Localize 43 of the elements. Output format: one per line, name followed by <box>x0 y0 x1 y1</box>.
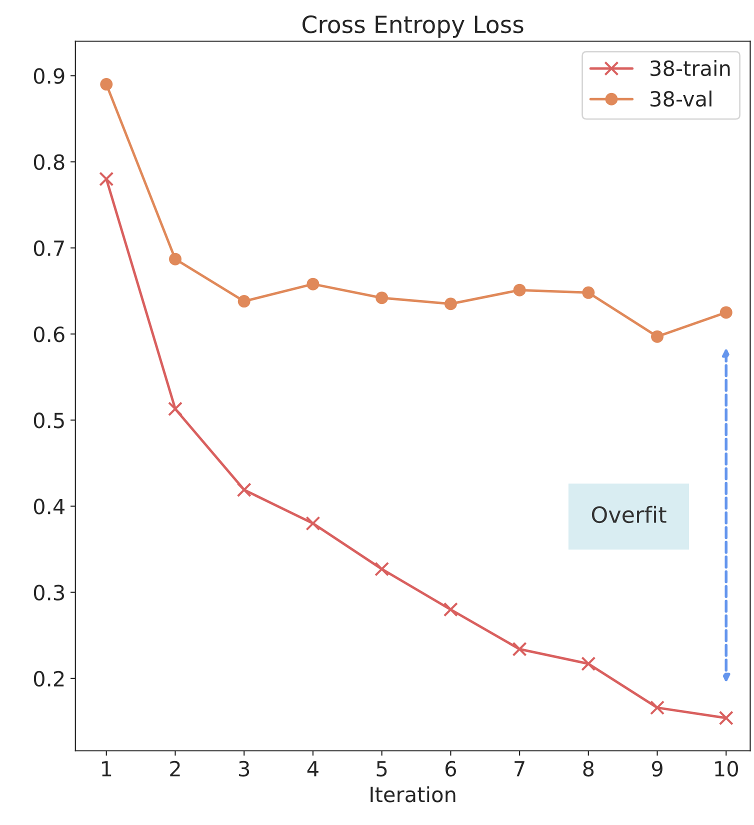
y-tick-label: 0.9 <box>34 68 64 84</box>
point <box>718 710 734 726</box>
point <box>100 78 113 91</box>
y-tick-label: 0.8 <box>34 154 64 170</box>
point <box>236 482 252 498</box>
y-tick-label: 0.4 <box>34 498 65 514</box>
x-tick-label: 5 <box>376 761 387 777</box>
x-tick-label: 9 <box>652 760 662 777</box>
point <box>238 295 250 308</box>
chart-title: Cross Entropy Loss <box>302 15 524 38</box>
point <box>99 172 114 186</box>
x-tick-label: 1 <box>102 761 112 776</box>
x-tick-label: 4 <box>307 761 318 776</box>
x-tick-label: 6 <box>446 760 456 777</box>
point <box>168 252 182 266</box>
y-tick-label: 0.7 <box>34 240 64 256</box>
point <box>306 516 320 531</box>
x-axis-title: Iteration <box>370 786 456 802</box>
point <box>376 292 388 304</box>
point <box>581 656 596 672</box>
point <box>306 278 320 290</box>
annotation: Overfit <box>592 506 666 524</box>
point <box>720 306 732 319</box>
point <box>512 642 527 656</box>
y-tick-label: 0.5 <box>34 412 64 428</box>
point <box>443 602 458 617</box>
x-tick-label: 3 <box>239 760 250 777</box>
point <box>582 286 595 299</box>
point <box>444 298 457 310</box>
point <box>168 402 183 416</box>
x-tick-label: 2 <box>170 760 180 776</box>
legend-label: 38-val <box>650 90 712 107</box>
x-tick-label: 8 <box>583 760 594 777</box>
point <box>650 700 665 715</box>
point <box>513 284 526 296</box>
point <box>651 330 664 343</box>
x-tick-label: 7 <box>514 761 524 776</box>
y-tick-label: 0.3 <box>34 584 64 601</box>
y-tick-label: 0.6 <box>34 326 64 342</box>
point <box>374 562 390 576</box>
legend-label: 38-train <box>650 60 730 76</box>
y-tick-label: 0.2 <box>34 670 64 687</box>
x-tick-label: 10 <box>715 760 738 777</box>
